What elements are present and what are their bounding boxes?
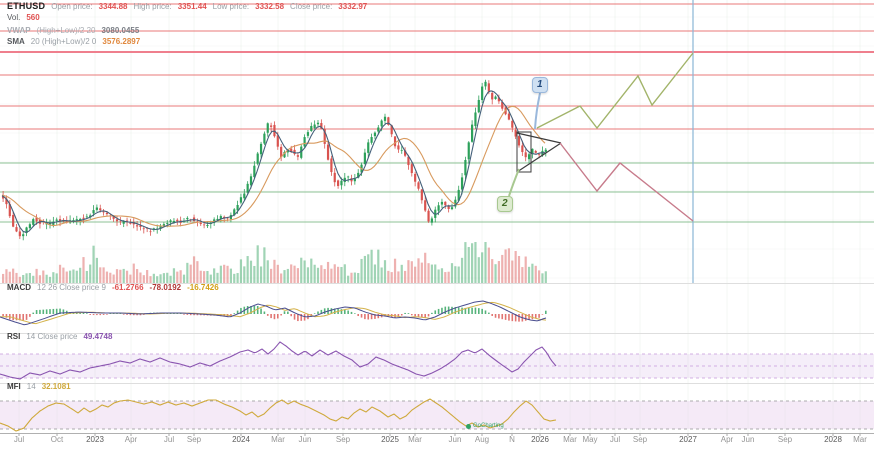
rsi-name: RSI (7, 332, 21, 341)
mfi-params: 14 (26, 382, 36, 391)
price-levels[interactable] (0, 3, 874, 223)
mfi-pane (0, 398, 874, 432)
low-price-label: Low price: (212, 2, 250, 11)
pane-separators (0, 283, 874, 434)
macd-legend-row[interactable]: MACD 12 26 Close price 9 -61.2766 -78.01… (7, 283, 219, 292)
callout-1-leader (534, 92, 541, 130)
mfi-line (0, 398, 557, 432)
drawings-layer[interactable] (508, 52, 694, 222)
x-axis-label-n: N (509, 435, 515, 444)
vwap-value: 3080.0455 (101, 26, 140, 35)
macd-value: -61.2766 (111, 283, 144, 292)
symbol-name[interactable]: ETHUSD (7, 1, 46, 11)
rsi-line (0, 341, 557, 380)
x-axis-label-2023: 2023 (86, 435, 104, 444)
callout-2-leader (508, 168, 520, 197)
macd-signal-value: -78.0192 (149, 283, 182, 292)
vwap-legend-row[interactable]: VWAP (High+Low)/2 20 3080.0455 (7, 26, 139, 35)
forecast-zigzag-down[interactable] (559, 142, 694, 222)
x-axis-label-jun: Jun (741, 435, 755, 444)
x-axis-label-sep: Sep (632, 435, 648, 444)
x-axis-label-jun: Jun (298, 435, 312, 444)
mfi-name: MFI (7, 382, 21, 391)
rsi-pane (0, 341, 874, 380)
rsi-params: 14 Close price (26, 332, 78, 341)
x-axis-label-apr: Apr (720, 435, 734, 444)
pennant-pole-box (516, 131, 532, 173)
pennant-lower-line (516, 142, 562, 173)
volume-label: Vol. (7, 13, 21, 22)
x-axis-label-sep: Sep (335, 435, 351, 444)
x-axis-label-jun: Jun (448, 435, 462, 444)
x-axis-label-jul: Jul (163, 435, 175, 444)
x-axis-label-2027: 2027 (679, 435, 697, 444)
sma-line (1, 105, 546, 227)
vwap-params: (High+Low)/2 20 (36, 26, 96, 35)
vwap-name: VWAP (7, 26, 31, 35)
sma-legend-row[interactable]: SMA 20 (High+Low)/2 0 3576.2897 (7, 37, 140, 46)
close-price-value: 3332.97 (338, 2, 368, 11)
close-price-label: Close price: (290, 2, 333, 11)
x-axis[interactable]: Jul Oct 2023 Apr Jul Sep 2024 Mar Jun Sep 2025 Mar J… (0, 435, 874, 449)
callout-1[interactable]: 1 (532, 77, 548, 93)
x-axis-label-jul: Jul (609, 435, 621, 444)
mfi-value: 32.1081 (41, 382, 71, 391)
symbol-legend-row: ETHUSD Open price: 3344.88 High price: 3… (7, 1, 368, 12)
low-price-value: 3332.58 (255, 2, 285, 11)
x-axis-label-mar: Mar (271, 435, 285, 444)
callout-2[interactable]: 2 (497, 196, 513, 212)
x-axis-label-2025: 2025 (381, 435, 399, 444)
gocharting-watermark: GoCharting (466, 423, 504, 430)
volume-legend-row[interactable]: Vol. 560 (7, 13, 40, 22)
macd-pane (0, 300, 547, 326)
x-axis-label-2028: 2028 (824, 435, 842, 444)
volume-value: 560 (26, 13, 40, 22)
forecast-zigzag-up[interactable] (536, 52, 694, 130)
x-axis-label-2024: 2024 (232, 435, 250, 444)
x-axis-label-2026: 2026 (531, 435, 549, 444)
gocharting-watermark-text: GoCharting (473, 423, 504, 429)
x-axis-label-may: May (582, 435, 598, 444)
x-axis-label-mar: Mar (408, 435, 422, 444)
x-axis-label-sep: Sep (186, 435, 202, 444)
x-axis-label-jul: Jul (13, 435, 25, 444)
x-axis-label-aug: Aug (474, 435, 490, 444)
macd-name: MACD (7, 283, 31, 292)
x-axis-label-oct: Oct (50, 435, 64, 444)
sma-name: SMA (7, 37, 25, 46)
vwap-line (1, 90, 545, 233)
open-price-value: 3344.88 (98, 2, 128, 11)
high-price-label: High price: (133, 2, 172, 11)
rsi-legend-row[interactable]: RSI 14 Close price 49.4748 (7, 332, 112, 341)
x-axis-label-mar: Mar (853, 435, 867, 444)
moving-averages (1, 90, 546, 233)
mfi-legend-row[interactable]: MFI 14 32.1081 (7, 382, 71, 391)
rsi-value: 49.4748 (83, 332, 113, 341)
volume-series (2, 242, 547, 283)
macd-line (0, 300, 547, 326)
sma-params: 20 (High+Low)/2 0 (30, 37, 97, 46)
x-axis-label-sep: Sep (777, 435, 793, 444)
high-price-value: 3351.44 (177, 2, 207, 11)
gocharting-logo-icon (466, 424, 471, 429)
pennant-upper-line (516, 132, 562, 144)
open-price-label: Open price: (51, 2, 93, 11)
macd-params: 12 26 Close price 9 (37, 283, 106, 292)
x-axis-ticks (18, 433, 861, 436)
x-axis-label-apr: Apr (124, 435, 138, 444)
sma-value: 3576.2897 (102, 37, 141, 46)
x-axis-label-mar: Mar (563, 435, 577, 444)
macd-hist-value: -16.7426 (187, 283, 219, 292)
